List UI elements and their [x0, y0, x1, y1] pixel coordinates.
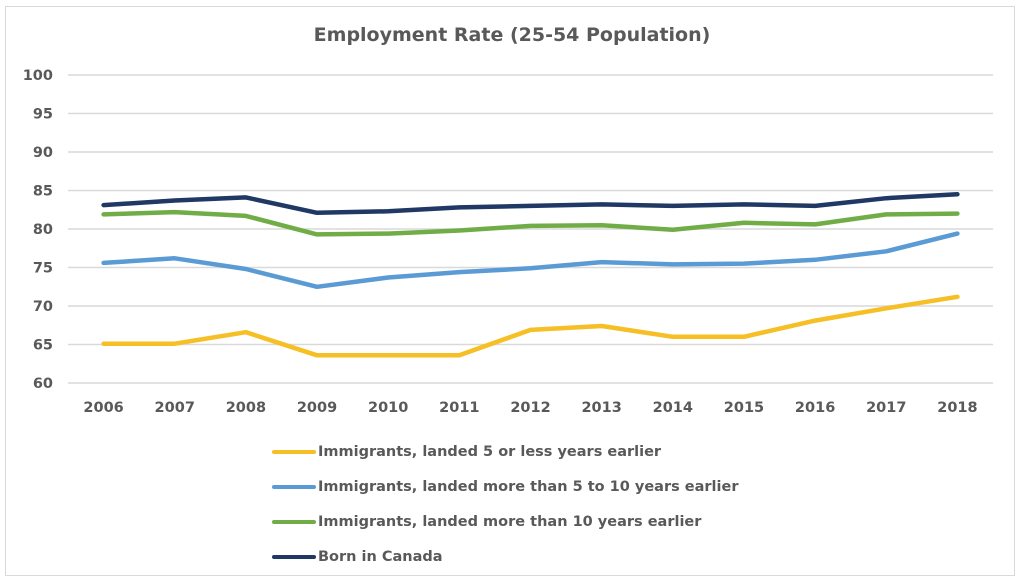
- x-tick-label: 2007: [155, 400, 195, 416]
- x-tick-label: 2018: [937, 400, 977, 416]
- legend-label: Immigrants, landed more than 5 to 10 yea…: [318, 478, 739, 495]
- legend-item: Immigrants, landed more than 5 to 10 yea…: [272, 469, 738, 504]
- x-tick-label: 2010: [368, 400, 408, 416]
- legend-label: Immigrants, landed 5 or less years earli…: [318, 443, 662, 460]
- y-tick-label: 100: [23, 68, 53, 84]
- chart-title: Employment Rate (25-54 Population): [313, 24, 711, 46]
- y-tick-label: 95: [33, 107, 53, 123]
- series-line-2: [101, 209, 960, 237]
- y-tick-label: 60: [33, 376, 53, 392]
- x-tick-label: 2016: [795, 400, 835, 416]
- x-tick-label: 2009: [297, 400, 337, 416]
- legend-label: Born in Canada: [318, 548, 443, 565]
- series-line-1: [101, 231, 960, 290]
- x-tick-label: 2017: [866, 400, 906, 416]
- x-tick-label: 2006: [83, 400, 123, 416]
- x-tick-label: 2013: [581, 400, 621, 416]
- y-tick-label: 70: [33, 299, 53, 315]
- legend-item: Born in Canada: [272, 539, 738, 574]
- y-tick-label: 65: [33, 338, 53, 354]
- y-tick-label: 75: [33, 261, 53, 277]
- y-tick-label: 80: [33, 222, 53, 238]
- legend-item: Immigrants, landed more than 10 years ea…: [272, 504, 738, 539]
- x-axis-ticks: 2006 2007 2008 2009 2010 2011 2012 2013 2014 2015…: [83, 400, 977, 416]
- legend-label: Immigrants, landed more than 10 years ea…: [318, 513, 702, 530]
- x-tick-label: 2014: [653, 400, 693, 416]
- legend-swatch: [272, 449, 316, 454]
- series-line-3: [101, 192, 960, 216]
- x-tick-label: 2008: [226, 400, 266, 416]
- chart-frame: [5, 6, 1015, 576]
- legend-swatch: [272, 519, 316, 524]
- x-tick-label: 2011: [439, 400, 479, 416]
- x-tick-label: 2015: [724, 400, 764, 416]
- legend: Immigrants, landed 5 or less years earli…: [272, 434, 738, 574]
- y-axis-ticks: 100 95 90 85 80 75 70 65 60: [23, 68, 53, 392]
- y-tick-label: 90: [33, 145, 53, 161]
- legend-item: Immigrants, landed 5 or less years earli…: [272, 434, 738, 469]
- legend-swatch: [272, 484, 316, 489]
- x-tick-label: 2012: [510, 400, 550, 416]
- series-lines: [101, 192, 960, 358]
- y-tick-label: 85: [33, 184, 53, 200]
- series-line-0: [101, 294, 960, 358]
- legend-swatch: [272, 554, 316, 559]
